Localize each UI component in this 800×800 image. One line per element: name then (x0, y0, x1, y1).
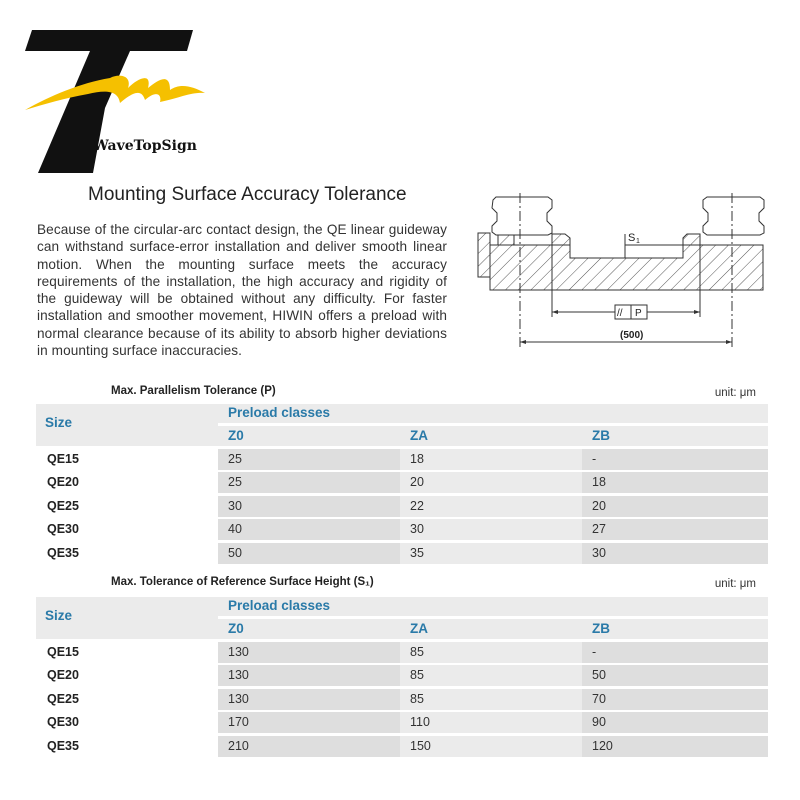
s1-label: S (628, 232, 635, 244)
zb-cell: - (582, 641, 768, 663)
z0-cell: 30 (218, 495, 400, 517)
z0-cell: 130 (218, 688, 400, 710)
z0-cell: 25 (218, 448, 400, 470)
table-row: QE35 210 150 120 (36, 735, 768, 757)
za-cell: 85 (400, 641, 582, 663)
zb-cell: 120 (582, 735, 768, 757)
size-cell: QE35 (47, 545, 79, 560)
za-cell: 150 (400, 735, 582, 757)
table-row: QE25 130 85 70 (36, 688, 768, 710)
section-title: Mounting Surface Accuracy Tolerance (88, 184, 407, 205)
z0-cell: 130 (218, 665, 400, 686)
column-header: ZB (592, 428, 610, 443)
size-cell: QE20 (47, 668, 79, 682)
table-header: Size Preload classes Z0 ZA ZB (36, 404, 768, 446)
size-header: Size (45, 608, 73, 623)
za-cell: 18 (400, 448, 582, 470)
za-cell: 22 (400, 495, 582, 517)
zb-cell: 18 (582, 472, 768, 493)
size-cell: QE25 (47, 498, 79, 513)
span-label: (500) (620, 330, 643, 341)
zb-cell: 50 (582, 665, 768, 686)
zb-cell: 30 (582, 542, 768, 564)
brand-logo: WaveTopSign (20, 28, 220, 173)
parallelism-symbol: // (617, 308, 623, 319)
column-header: ZB (592, 621, 610, 636)
z0-cell: 50 (218, 542, 400, 564)
zb-cell: 20 (582, 495, 768, 517)
tolerance-table: Size Preload classes Z0 ZA ZB QE15 130 85 … (36, 597, 768, 757)
z0-cell: 130 (218, 641, 400, 663)
table-row: QE25 30 22 20 (36, 495, 768, 517)
p-label: P (635, 308, 642, 319)
s1-subscript: 1 (636, 238, 640, 245)
brand-name: WaveTopSign (92, 138, 197, 154)
table-row: QE15 25 18 - (36, 448, 768, 470)
z0-cell: 170 (218, 712, 400, 733)
table-row: QE35 50 35 30 (36, 542, 768, 564)
zb-cell: 27 (582, 519, 768, 540)
size-cell: QE30 (47, 522, 79, 536)
size-header: Size (45, 415, 73, 430)
za-cell: 20 (400, 472, 582, 493)
table-header: Size Preload classes Z0 ZA ZB (36, 597, 768, 639)
table-row: QE30 170 110 90 (36, 712, 768, 733)
zb-cell: 70 (582, 688, 768, 710)
size-cell: QE30 (47, 715, 79, 729)
za-cell: 85 (400, 665, 582, 686)
preload-classes-header: Preload classes (228, 405, 331, 420)
column-header: ZA (410, 621, 428, 636)
table-row: QE15 130 85 - (36, 641, 768, 663)
za-cell: 85 (400, 688, 582, 710)
table-row: QE30 40 30 27 (36, 519, 768, 540)
size-cell: QE20 (47, 475, 79, 489)
unit-label: unit: μm (714, 387, 756, 399)
zb-cell: 90 (582, 712, 768, 733)
column-header: Z0 (228, 428, 244, 443)
z0-cell: 25 (218, 472, 400, 493)
za-cell: 30 (400, 519, 582, 540)
table-title: Max. Parallelism Tolerance (P) (111, 385, 276, 397)
zb-cell: - (582, 448, 768, 470)
preload-classes-header: Preload classes (228, 598, 331, 613)
column-header: ZA (410, 428, 428, 443)
size-cell: QE25 (47, 691, 79, 706)
z0-cell: 40 (218, 519, 400, 540)
za-cell: 35 (400, 542, 582, 564)
za-cell: 110 (400, 712, 582, 733)
size-cell: QE35 (47, 738, 79, 753)
size-cell: QE15 (47, 451, 79, 466)
unit-label: unit: μm (714, 578, 756, 590)
section-description: Because of the circular-arc contact desi… (37, 222, 447, 359)
table-row: QE20 130 85 50 (36, 665, 768, 686)
table-title: Max. Tolerance of Reference Surface Heig… (111, 576, 374, 588)
mounting-diagram: S 1 // P (500) (470, 185, 780, 355)
size-cell: QE15 (47, 644, 79, 659)
tolerance-table: Size Preload classes Z0 ZA ZB QE15 25 18 -… (36, 404, 768, 564)
column-header: Z0 (228, 621, 244, 636)
table-row: QE20 25 20 18 (36, 472, 768, 493)
z0-cell: 210 (218, 735, 400, 757)
